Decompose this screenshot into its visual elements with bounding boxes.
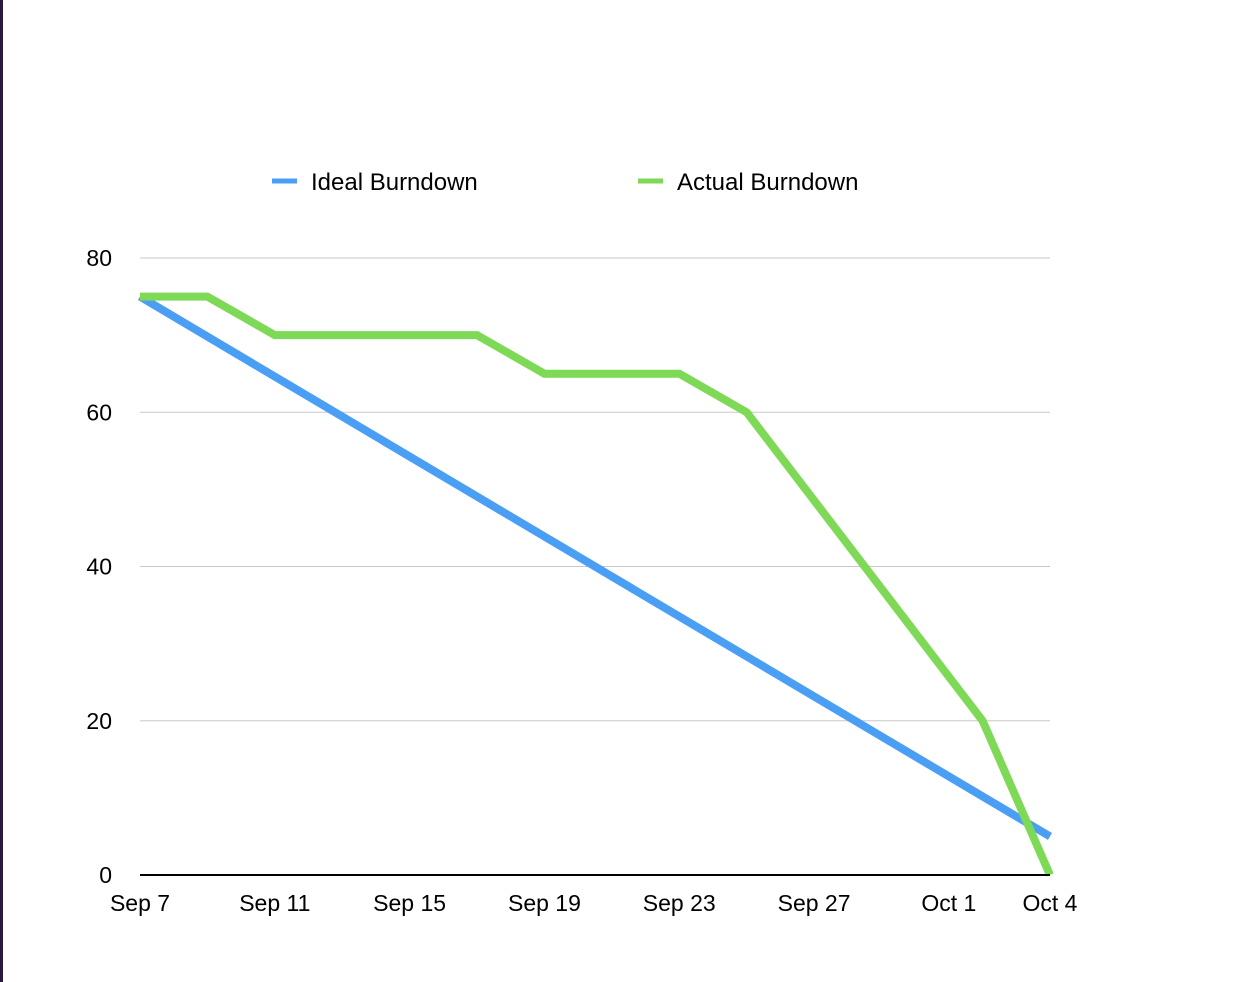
legend-label-ideal-burndown: Ideal Burndown: [311, 169, 478, 196]
y-axis-ticks: 0 20 40 60 80: [86, 245, 112, 888]
y-tick-label-20: 20: [86, 708, 112, 734]
chart-grid: [140, 257, 1050, 722]
x-tick-label-7: Oct 4: [1023, 890, 1078, 916]
y-tick-label-40: 40: [86, 554, 112, 580]
window-left-edge: [0, 0, 3, 982]
x-axis-ticks: Sep 7 Sep 11 Sep 15 Sep 19 Sep 23 Sep 27 Oct 1…: [110, 890, 1078, 916]
legend-label-actual-burndown: Actual Burndown: [677, 169, 858, 196]
x-tick-label-3: Sep 19: [508, 890, 581, 916]
y-tick-label-80: 80: [86, 245, 112, 271]
y-tick-label-60: 60: [86, 399, 112, 425]
chart-series: [137, 292, 1054, 877]
x-tick-label-6: Oct 1: [921, 890, 976, 916]
x-tick-label-4: Sep 23: [643, 890, 716, 916]
x-tick-label-0: Sep 7: [110, 890, 170, 916]
series-line-ideal-burndown: [137, 293, 1053, 840]
x-tick-label-5: Sep 27: [778, 890, 851, 916]
y-tick-label-0: 0: [99, 862, 112, 888]
x-tick-label-2: Sep 15: [373, 890, 446, 916]
series-line-actual-burndown: [140, 292, 1054, 877]
chart-legend: Ideal Burndown Actual Burndown: [272, 169, 858, 196]
x-tick-label-1: Sep 11: [239, 890, 310, 916]
